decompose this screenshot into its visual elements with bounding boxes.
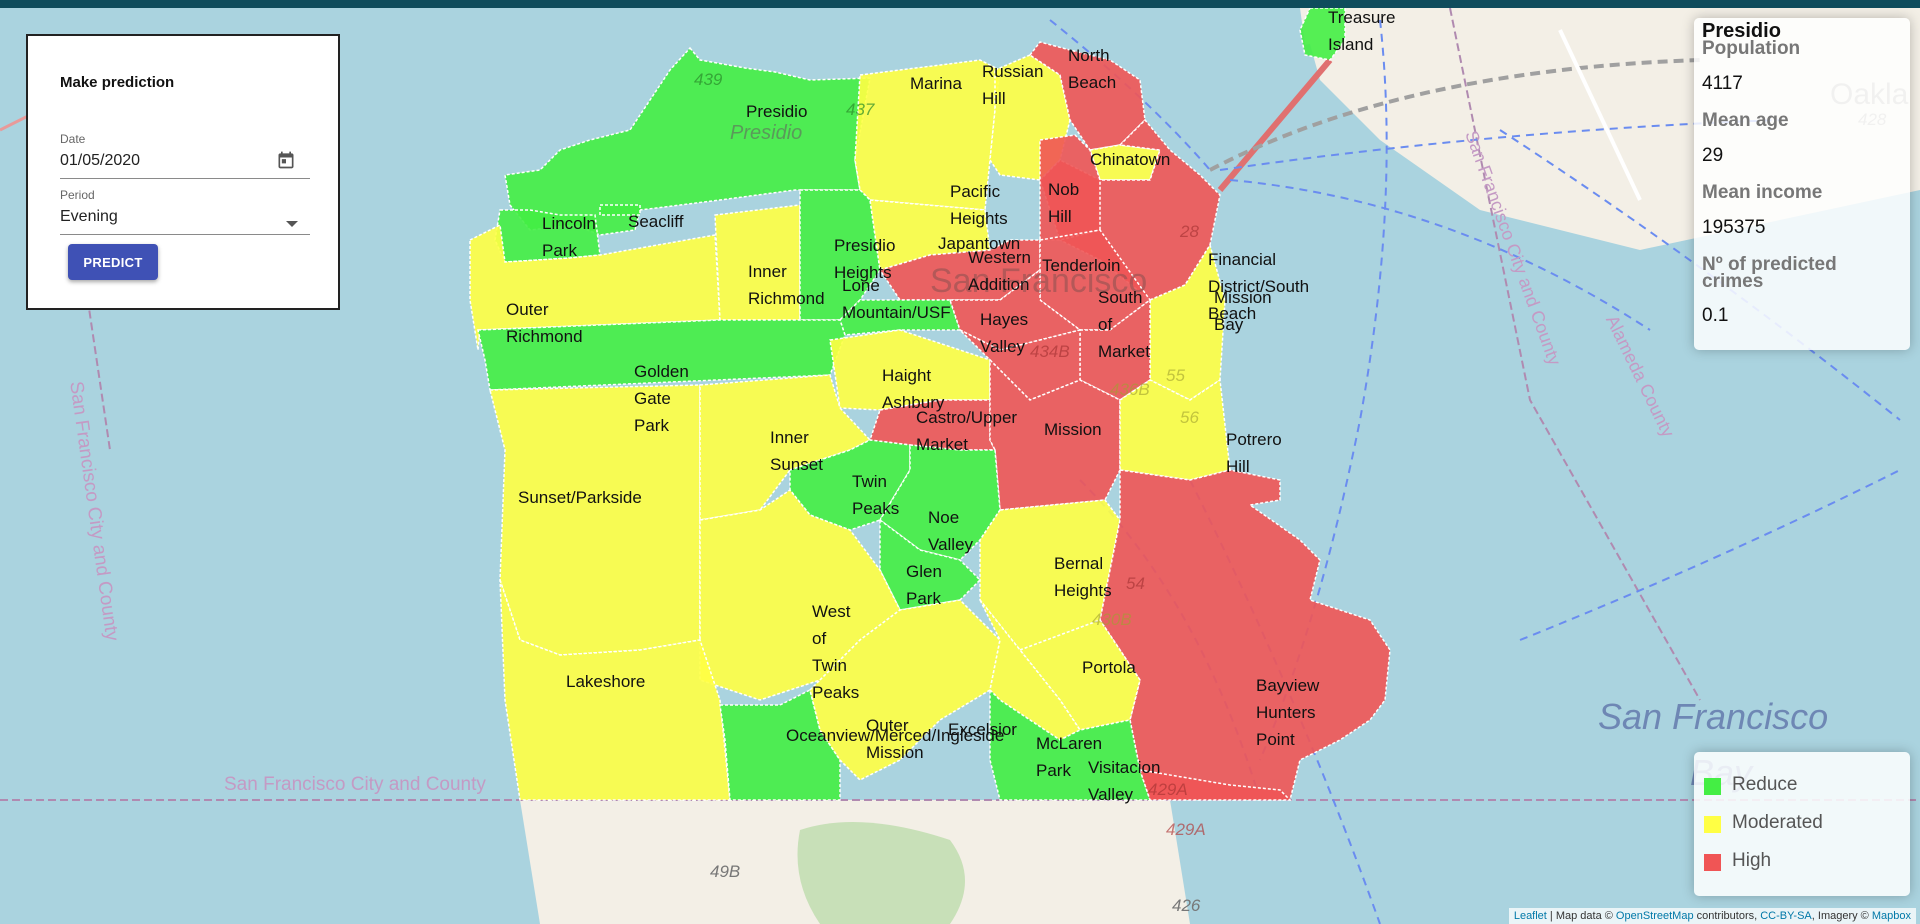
ferry-route-1	[1219, 119, 1781, 171]
legend-label-moderated: Moderated	[1732, 812, 1823, 833]
legend-label-high: High	[1732, 850, 1772, 871]
prediction-panel: Make prediction Date 01/05/2020 Period E…	[26, 34, 340, 310]
polygon-haight-ashbury[interactable]	[829, 329, 991, 411]
county-boundary-west	[69, 179, 111, 451]
population-value: 4117	[1702, 73, 1743, 94]
polygon-nob-hill[interactable]	[1039, 134, 1101, 241]
ferry-route-2	[1229, 179, 1651, 331]
osm-link[interactable]: OpenStreetMap	[1615, 910, 1694, 922]
predict-button[interactable]: PREDICT	[68, 244, 158, 280]
neighborhood-layer	[469, 8, 1391, 801]
mean-age-label: Mean age	[1702, 110, 1789, 131]
polygon-chinatown-edge[interactable]	[1089, 144, 1162, 181]
polygon-seacliff[interactable]	[599, 204, 641, 216]
polygon-potrero-hill[interactable]	[1119, 378, 1231, 481]
mean-income-value: 195375	[1702, 217, 1766, 238]
polygon-noe-valley[interactable]	[879, 444, 1001, 561]
polygon-golden-gate-park[interactable]	[477, 319, 846, 391]
leaflet-link[interactable]: Leaflet	[1513, 910, 1547, 922]
legend-swatch-moderated	[1704, 816, 1721, 833]
ferry-route-8	[1519, 469, 1901, 641]
mean-income-label: Mean income	[1702, 182, 1823, 203]
polygon-marina[interactable]	[854, 59, 1001, 211]
date-underline	[60, 178, 310, 179]
attribution-contributors: contributors,	[1693, 910, 1761, 922]
mean-age-value: 29	[1702, 145, 1724, 166]
legend-swatch-high	[1704, 854, 1721, 871]
park-south	[797, 822, 965, 924]
polygon-treasure-island[interactable]	[1299, 8, 1346, 61]
map-view[interactable]	[0, 8, 1920, 924]
caret-down-icon[interactable]	[286, 216, 298, 227]
legend: Reduce Moderated High	[1694, 752, 1910, 896]
polygon-lincoln-park[interactable]	[494, 209, 601, 263]
polygon-mclaren-park[interactable]	[989, 688, 1152, 801]
date-label: Date	[60, 132, 86, 146]
date-input[interactable]: 01/05/2020	[60, 152, 141, 169]
polygon-fidi[interactable]	[1039, 118, 1221, 301]
polygon-sunset-parkside[interactable]	[489, 384, 701, 656]
predicted-crimes-value: 0.1	[1702, 305, 1729, 326]
period-underline	[60, 234, 310, 235]
polygon-lakeshore[interactable]	[499, 579, 731, 801]
polygon-lone-mountain[interactable]	[839, 299, 962, 336]
mapbox-link[interactable]: Mapbox	[1871, 910, 1911, 922]
period-select[interactable]: Evening	[60, 208, 118, 225]
polygon-inner-richmond[interactable]	[714, 204, 801, 321]
polygon-visitacion-valley[interactable]	[1138, 769, 1292, 801]
predicted-crimes-label: Nº of predicted crimes	[1702, 254, 1837, 292]
polygon-bayview[interactable]	[1099, 469, 1391, 801]
polygon-western-addition[interactable]	[948, 268, 1082, 351]
license-link[interactable]: CC-BY-SA	[1760, 910, 1812, 922]
attribution-map-data: | Map data ©	[1546, 910, 1616, 922]
attribution-imagery: , Imagery ©	[1811, 910, 1872, 922]
polygon-presidio[interactable]	[504, 46, 871, 236]
polygon-outer-mission[interactable]	[809, 599, 1001, 781]
top-bar	[0, 0, 1920, 8]
neighborhood-info-panel: Presidio Population 4117 Mean age 29 Mea…	[1694, 18, 1910, 350]
polygon-outer-richmond[interactable]	[469, 223, 721, 351]
bridge-to-oakland	[1209, 58, 1701, 172]
map-attribution: Leaflet | Map data © OpenStreetMap contr…	[1508, 908, 1916, 924]
polygon-mission[interactable]	[989, 358, 1121, 511]
panel-title: Make prediction	[60, 74, 175, 91]
bay-road-east	[1558, 29, 1642, 201]
calendar-icon[interactable]	[276, 150, 296, 170]
period-label: Period	[60, 188, 95, 202]
legend-label-reduce: Reduce	[1732, 774, 1798, 795]
population-label: Population	[1702, 38, 1801, 59]
legend-swatch-reduce	[1704, 778, 1721, 795]
info-title: Presidio	[1702, 20, 1781, 42]
polygon-japantown[interactable]	[878, 239, 1041, 301]
